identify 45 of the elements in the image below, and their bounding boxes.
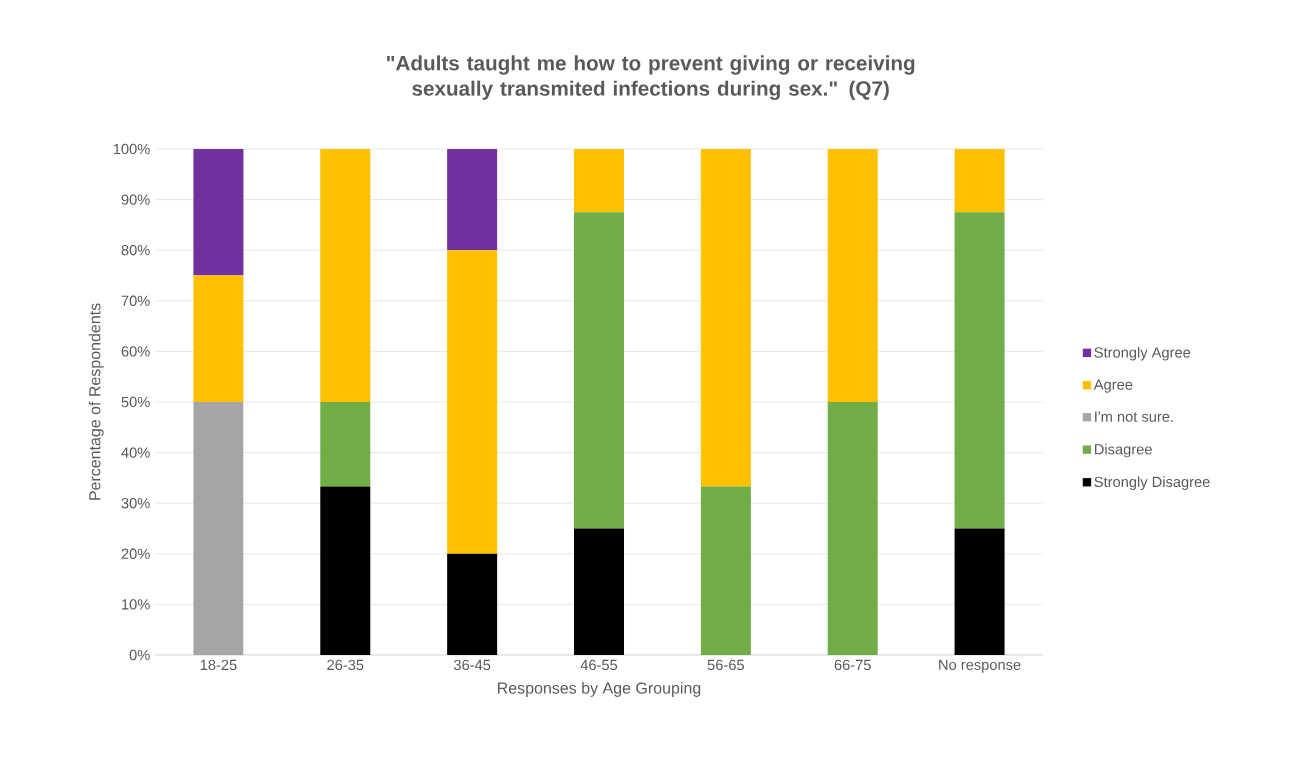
x-tick-label: 46-55 (580, 659, 618, 671)
bar (193, 275, 244, 402)
bar (320, 486, 371, 655)
y-tick-label: 90% (121, 194, 150, 205)
y-tick-label: 80% (121, 245, 150, 256)
y-tick-label: 30% (121, 498, 150, 509)
bar (320, 148, 371, 402)
x-tick-label: 56-65 (707, 659, 744, 671)
bar (700, 486, 751, 655)
y-tick-label: 40% (121, 447, 150, 458)
bar (193, 148, 244, 276)
bar (700, 148, 751, 487)
x-tick-label: No response (939, 659, 1021, 673)
bar (320, 402, 371, 487)
bar (574, 212, 624, 529)
legend-label: Strongly Agree (1094, 346, 1191, 361)
x-tick-label: 66-75 (834, 659, 871, 671)
legend-label: I'm not sure. (1095, 411, 1173, 422)
x-tick-label: 26-35 (327, 659, 364, 671)
bar (447, 553, 498, 655)
bar (827, 402, 878, 655)
y-tick-label: 20% (121, 548, 150, 559)
chart-title: "Adults taught me how to prevent giving or receiving sexually transmited infections during sex." (Q7) (387, 55, 915, 100)
y-axis-title: Percentage of Respondents (88, 303, 104, 500)
legend-label: Disagree (1095, 443, 1152, 458)
bar (193, 402, 244, 655)
x-axis-title: Responses by Age Grouping (498, 682, 701, 697)
y-tick-label: 70% (121, 295, 150, 306)
bar (954, 528, 1005, 655)
bar (954, 212, 1005, 529)
legend-label: Strongly Disagree (1094, 476, 1210, 490)
y-tick-label: 50% (121, 396, 150, 408)
bar (954, 148, 1005, 213)
bar (827, 148, 878, 402)
legend-label: Agree (1093, 379, 1133, 393)
y-tick-label: 100% (113, 143, 150, 155)
bar (574, 148, 624, 213)
bar (447, 148, 498, 251)
x-tick-label: 36-45 (453, 659, 491, 671)
y-tick-label: 10% (122, 599, 150, 610)
y-tick-label: 60% (121, 346, 150, 357)
x-tick-label: 18-25 (200, 659, 237, 671)
bar (574, 528, 624, 655)
y-tick-label: 0% (129, 649, 150, 661)
bar (447, 250, 498, 554)
